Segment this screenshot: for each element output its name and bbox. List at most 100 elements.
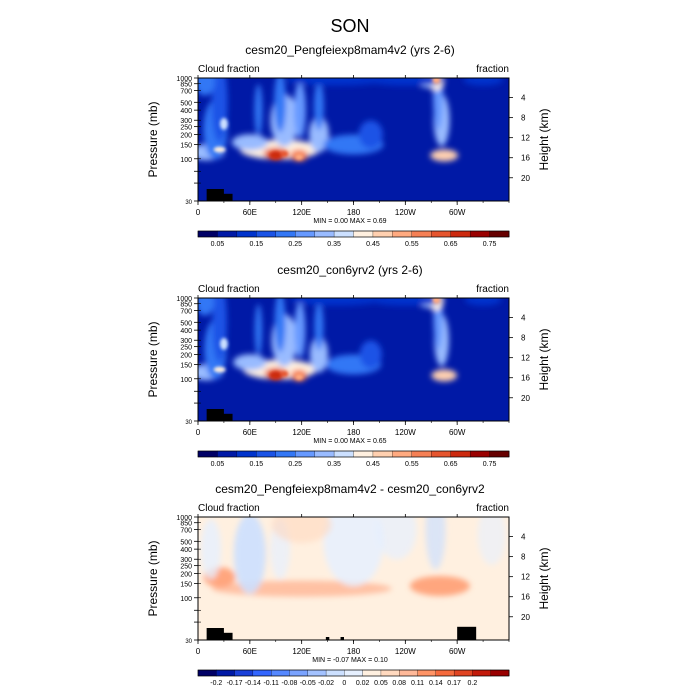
min-max-label: MIN = 0.00 MAX = 0.69 — [313, 218, 386, 225]
y-tick-label: 150 — [180, 363, 192, 370]
colorbar-swatch — [489, 450, 510, 458]
colorbar-swatch — [216, 669, 236, 677]
colorbar-swatch — [362, 669, 382, 677]
colorbar-swatch — [234, 669, 254, 677]
figure-title: SON — [330, 16, 369, 36]
panel-title: cesm20_con6yrv2 (yrs 2-6) — [277, 263, 422, 277]
y-tick-label: 250 — [180, 564, 192, 571]
heatmap-field — [198, 517, 509, 640]
y-tick-label: 200 — [180, 352, 192, 359]
y-tick-label: 300 — [180, 338, 192, 345]
y-tick-label: 400 — [180, 108, 192, 115]
y-tick-label: 1000 — [176, 76, 192, 83]
heatmap-field — [198, 78, 509, 201]
colorbar-label: -0.11 — [263, 680, 279, 687]
colorbar-swatch — [353, 450, 374, 458]
x-tick-label: 120E — [292, 208, 311, 217]
colorbar-swatch — [399, 669, 418, 677]
y2-tick-label: 12 — [521, 134, 530, 143]
colorbar-swatch — [271, 669, 290, 677]
y2-tick-label: 16 — [521, 154, 530, 163]
colorbar-label: 0.75 — [483, 461, 497, 468]
y2-tick-label: 8 — [521, 553, 526, 562]
y2-tick-label: 16 — [521, 593, 530, 602]
x-tick-label: 60W — [449, 428, 466, 437]
colorbar-swatch — [392, 450, 413, 458]
colorbar-label: 0.17 — [447, 680, 461, 687]
y2-tick-label: 20 — [521, 174, 530, 183]
y-tick-label: 500 — [180, 320, 192, 327]
colorbar-label: 0.45 — [366, 241, 380, 248]
y-tick-label: 500 — [180, 539, 192, 546]
colorbar-label: -0.08 — [281, 680, 297, 687]
colorbar-swatch — [450, 450, 471, 458]
y-axis-label: Pressure (mb) — [146, 101, 160, 177]
y2-tick-label: 4 — [521, 314, 526, 323]
y-axis-label: Pressure (mb) — [146, 321, 160, 397]
heatmap-field — [198, 298, 509, 421]
colorbar-swatch — [450, 230, 471, 238]
y2-tick-label: 12 — [521, 354, 530, 363]
colorbar-swatch — [289, 669, 309, 677]
x-tick-label: 60W — [449, 647, 466, 656]
colorbar-swatch — [333, 450, 354, 458]
colorbar-swatch — [344, 669, 364, 677]
x-tick-label: 120E — [292, 647, 311, 656]
x-tick-label: 120W — [395, 428, 416, 437]
colorbar-label: 0.35 — [327, 461, 341, 468]
colorbar-label: 0.15 — [250, 241, 264, 248]
y-tick-label: 850 — [180, 521, 192, 528]
y2-axis-label: Height (km) — [537, 328, 551, 390]
x-tick-label: 60E — [243, 208, 257, 217]
y2-axis-label: Height (km) — [537, 108, 551, 170]
colorbar-label: 0.02 — [356, 680, 370, 687]
y-tick-label: 300 — [180, 557, 192, 564]
x-tick-label: 120W — [395, 208, 416, 217]
colorbar-swatch — [275, 450, 296, 458]
colorbar-label: 0.08 — [392, 680, 406, 687]
colorbar-swatch — [417, 669, 437, 677]
colorbar-swatch — [380, 669, 400, 677]
colorbar-label: -0.2 — [210, 680, 222, 687]
colorbar-swatch — [197, 669, 217, 677]
x-tick-label: 180 — [347, 428, 361, 437]
y-tick-label: 700 — [180, 89, 192, 96]
y2-tick-label: 4 — [521, 533, 526, 542]
colorbar-swatch — [372, 450, 393, 458]
colorbar-swatch — [392, 230, 413, 238]
y-tick-label: 200 — [180, 571, 192, 578]
colorbar-swatch — [217, 230, 238, 238]
colorbar-swatch — [197, 230, 218, 238]
y-tick-label: 200 — [180, 132, 192, 139]
colorbar-swatch — [411, 230, 432, 238]
panel-experiment: cesm20_Pengfeiexp8mam4v2 (yrs 2-6) Cloud … — [146, 43, 551, 248]
panel-right-label: fraction — [476, 284, 509, 295]
colorbar-swatch — [295, 230, 316, 238]
y-tick-label: 30 — [185, 420, 192, 426]
x-tick-label: 60W — [449, 208, 466, 217]
colorbar-swatch — [236, 230, 257, 238]
y-tick-label: 100 — [180, 377, 192, 384]
colorbar-swatch — [325, 669, 345, 677]
min-max-label: MIN = 0.00 MAX = 0.65 — [313, 438, 386, 445]
colorbar-swatch — [411, 450, 432, 458]
colorbar-label: 0.05 — [211, 461, 225, 468]
x-tick-label: 180 — [347, 208, 361, 217]
y-tick-label: 850 — [180, 82, 192, 89]
colorbar-swatch — [372, 230, 393, 238]
y-tick-label: 30 — [185, 639, 192, 645]
colorbar-swatch — [333, 230, 354, 238]
y-tick-label: 300 — [180, 118, 192, 125]
colorbar-label: 0.75 — [483, 241, 497, 248]
colorbar-swatch — [252, 669, 272, 677]
colorbar-swatch — [314, 450, 335, 458]
colorbar-label: 0.11 — [411, 680, 424, 687]
colorbar-label: -0.14 — [245, 680, 261, 687]
panel-left-label: Cloud fraction — [198, 284, 260, 295]
colorbar-label: 0.15 — [250, 461, 264, 468]
colorbar-swatch — [197, 450, 218, 458]
colorbar-label: -0.02 — [318, 680, 334, 687]
colorbar-swatch — [256, 230, 277, 238]
colorbar-swatch — [217, 450, 238, 458]
colorbar-swatch — [453, 669, 473, 677]
